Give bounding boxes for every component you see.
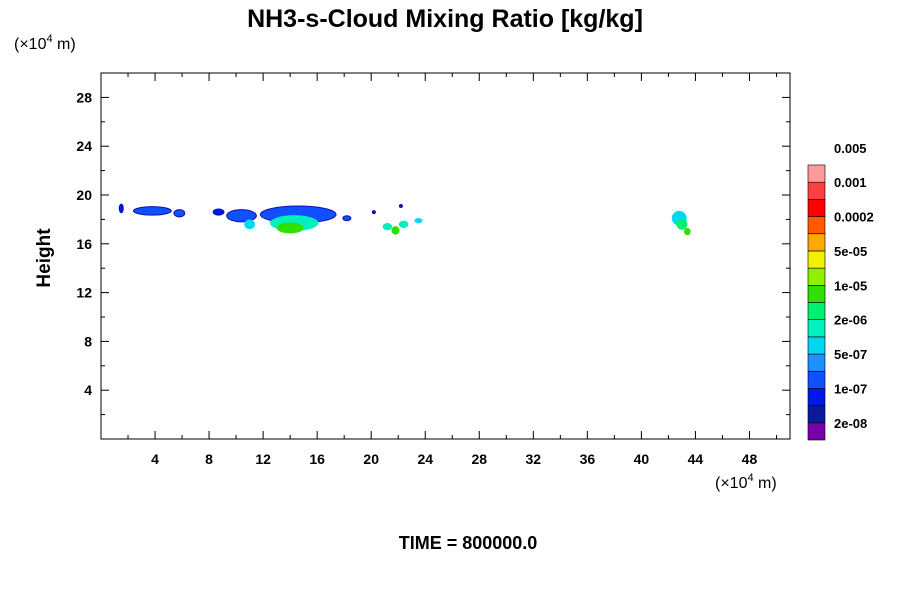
time-label: TIME = 800000.0 (399, 533, 538, 553)
colorbar-swatch (807, 405, 826, 424)
cloud-field (118, 203, 691, 236)
colorbar-label: 5e-05 (834, 244, 867, 259)
colorbar-swatch (807, 388, 826, 406)
colorbar-swatch (807, 267, 826, 286)
cloud-cell (391, 226, 400, 235)
cloud-cell (244, 219, 256, 230)
axis-ticks (101, 73, 790, 439)
x-tick-label: 4 (151, 451, 159, 467)
colorbar-swatch (807, 336, 826, 355)
colorbar-label: 1e-05 (834, 278, 867, 293)
colorbar-label: 0.0002 (834, 210, 874, 225)
y-tick-label: 24 (76, 138, 92, 154)
cloud-cell (382, 223, 393, 231)
x-axis-unit: (×104 m) (715, 472, 777, 492)
colorbar-label: 0.001 (834, 175, 867, 190)
y-tick-label: 12 (76, 285, 92, 301)
x-tick-label: 32 (526, 451, 542, 467)
x-tick-label: 8 (205, 451, 213, 467)
plot-area (100, 72, 791, 440)
x-tick-label: 40 (634, 451, 650, 467)
x-tick-label: 12 (255, 451, 271, 467)
colorbar-swatch (807, 319, 826, 338)
y-tick-label: 8 (84, 333, 92, 349)
colorbar-swatch (807, 422, 826, 441)
colorbar-swatch (807, 353, 826, 372)
cloud-cell (276, 222, 304, 234)
cloud-cell (132, 206, 172, 216)
chart-title: NH3-s-Cloud Mixing Ratio [kg/kg] (247, 5, 643, 33)
y-axis-unit: (×104 m) (14, 33, 76, 53)
colorbar-swatch (807, 250, 826, 269)
cloud-cell (212, 208, 225, 216)
colorbar-label: 2e-08 (834, 416, 867, 431)
colorbar-swatch (807, 216, 826, 235)
cloud-cell (676, 218, 688, 230)
colorbar: 2e-08 1e-07 5e-07 2e-06 1e-05 5e-05 0.0002 0.00… (807, 141, 874, 441)
y-tick-labels: 4 8 12 16 20 24 28 (76, 89, 92, 398)
y-tick-label: 4 (84, 382, 92, 398)
y-axis-label: Height (34, 228, 55, 288)
colorbar-label: 1e-07 (834, 381, 867, 396)
colorbar-label: 2e-06 (834, 313, 867, 328)
cloud-cell (173, 209, 186, 218)
x-tick-label: 28 (471, 451, 487, 467)
colorbar-swatch (807, 164, 826, 183)
colorbar-label: 5e-07 (834, 347, 867, 362)
cloud-cell (683, 227, 691, 236)
cloud-cell (414, 218, 423, 224)
colorbar-swatch (807, 199, 826, 217)
cloud-cell (398, 203, 403, 208)
cloud-cell (398, 220, 409, 228)
cloud-cell (118, 203, 124, 214)
y-tick-label: 20 (76, 187, 92, 203)
x-tick-label: 48 (742, 451, 758, 467)
y-tick-label: 28 (76, 89, 92, 105)
colorbar-swatch (807, 233, 826, 252)
x-tick-label: 24 (417, 451, 433, 467)
y-tick-label: 16 (76, 236, 92, 252)
x-tick-label: 16 (309, 451, 325, 467)
colorbar-label: 0.005 (834, 141, 867, 156)
cloud-cell (226, 209, 257, 223)
x-tick-labels: 4 8 12 16 20 24 28 32 36 40 44 48 (151, 451, 757, 467)
cloud-cell (371, 210, 376, 215)
x-tick-label: 20 (363, 451, 379, 467)
plot-frame (100, 72, 791, 440)
x-tick-label: 44 (688, 451, 704, 467)
colorbar-swatch (807, 370, 826, 389)
colorbar-swatch (807, 302, 826, 320)
colorbar-swatch (807, 181, 826, 200)
cloud-cell (342, 215, 352, 222)
x-tick-label: 36 (580, 451, 596, 467)
colorbar-swatch (807, 285, 826, 303)
